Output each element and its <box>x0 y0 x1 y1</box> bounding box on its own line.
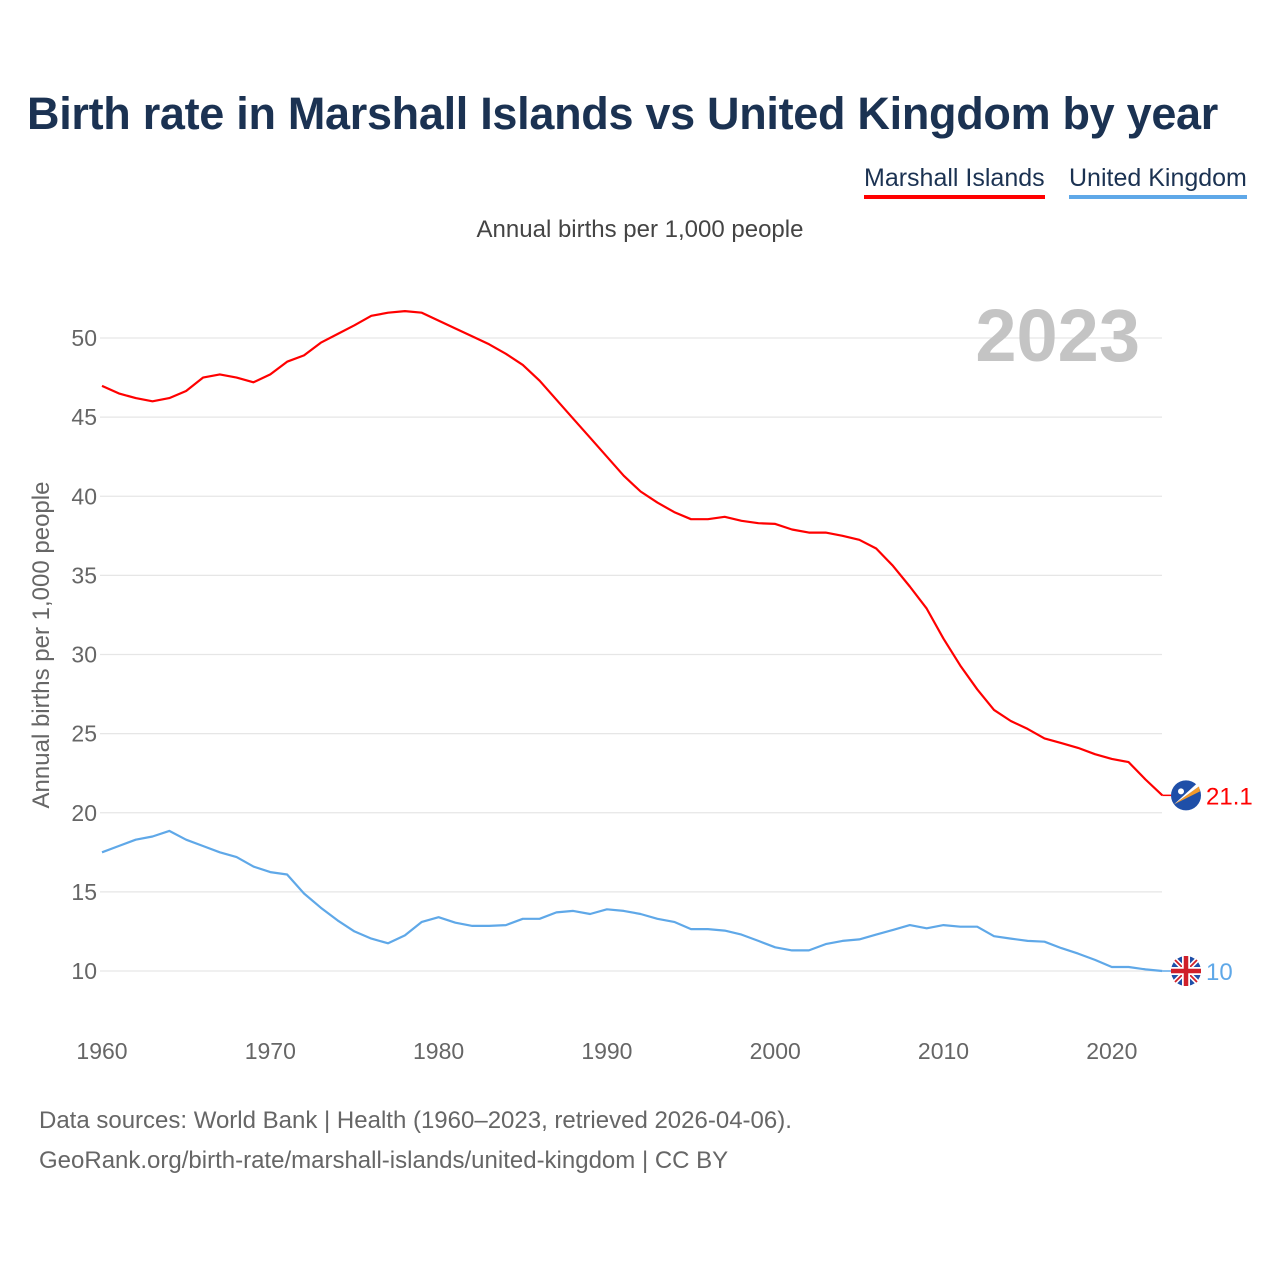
y-tick-label: 20 <box>71 800 97 826</box>
chart-title: Birth rate in Marshall Islands vs United… <box>27 88 1218 139</box>
end-value-label: 21.1 <box>1206 783 1253 810</box>
legend-united-kingdom[interactable]: United Kingdom <box>1069 164 1247 199</box>
y-tick-label: 25 <box>71 721 97 747</box>
series-line-marshall-islands <box>101 310 1164 797</box>
y-tick-label: 40 <box>71 483 97 509</box>
end-value-label: 10 <box>1206 959 1233 986</box>
footer-url[interactable]: GeoRank.org/birth-rate/marshall-islands/… <box>39 1147 729 1174</box>
x-tick-label: 2010 <box>918 1038 969 1064</box>
year-watermark: 2023 <box>975 294 1140 377</box>
y-tick-label: 35 <box>71 562 97 588</box>
y-tick-label: 30 <box>71 642 97 668</box>
x-tick-label: 2020 <box>1086 1038 1137 1064</box>
x-tick-label: 1960 <box>76 1038 127 1064</box>
x-tick-label: 2000 <box>750 1038 801 1064</box>
legend-marshall-islands[interactable]: Marshall Islands <box>864 164 1045 199</box>
x-tick-label: 1990 <box>581 1038 632 1064</box>
y-tick-label: 10 <box>71 958 97 984</box>
chart-subtitle: Annual births per 1,000 people <box>476 216 804 243</box>
flag-star <box>1178 788 1184 795</box>
flag-stripe-white <box>1174 783 1199 805</box>
x-tick-label: 1980 <box>413 1038 464 1064</box>
series-line-united-kingdom <box>101 829 1163 973</box>
footer-sources: Data sources: World Bank | Health (1960–… <box>39 1107 792 1134</box>
y-tick-label: 15 <box>71 879 97 905</box>
y-tick-label: 50 <box>71 325 97 351</box>
y-tick-label: 45 <box>71 404 97 430</box>
flag-cross-red <box>1171 956 1201 986</box>
x-tick-label: 1970 <box>245 1038 296 1064</box>
flag-stripe-orange <box>1174 786 1200 805</box>
